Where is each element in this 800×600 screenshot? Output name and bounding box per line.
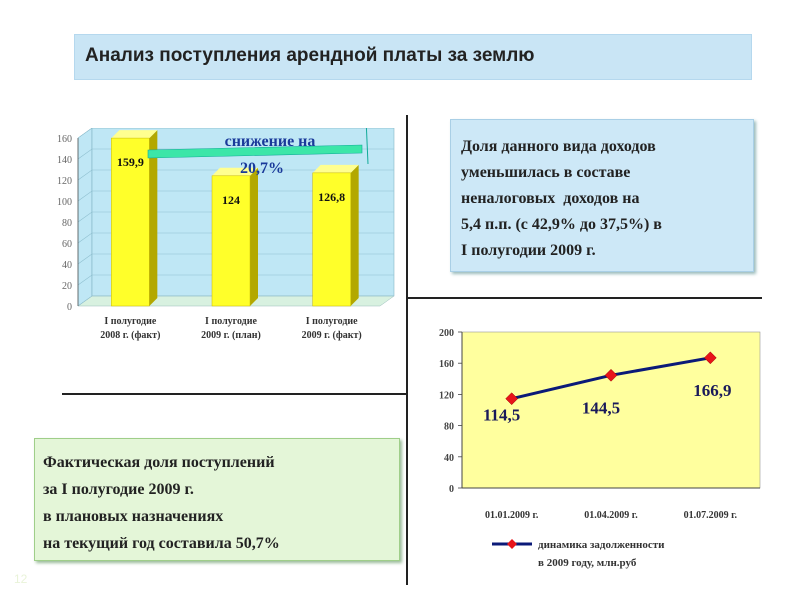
x-tick-label: 01.07.2009 г. — [684, 510, 738, 521]
gridline — [77, 128, 394, 139]
bar-top — [312, 164, 359, 173]
legend-marker — [507, 539, 517, 549]
y-tick-label: 160 — [439, 359, 454, 370]
page-title: Анализ поступления арендной платы за зем… — [85, 45, 535, 66]
y-tick-label: 40 — [62, 260, 72, 271]
annotation-line-2: 20,7% — [240, 160, 284, 177]
data-point — [604, 368, 618, 382]
divider-vertical — [406, 115, 408, 585]
y-tick-label: 100 — [57, 197, 72, 208]
y-tick-label: 140 — [57, 155, 72, 166]
info-box: Доля данного вида доходов уменьшилась в … — [450, 119, 754, 272]
gridline — [77, 190, 394, 202]
x-tick-label: I полугодие — [104, 316, 156, 327]
y-tick-label: 0 — [67, 302, 72, 313]
bar-side — [350, 164, 359, 306]
x-tick-label: 01.04.2009 г. — [584, 510, 638, 521]
info-text: Доля данного вида доходов уменьшилась в … — [461, 138, 662, 259]
annotation-line-1: снижение на — [225, 133, 316, 150]
y-tick-label: 80 — [62, 218, 72, 229]
gridline — [77, 232, 394, 244]
x-tick-label: 2008 г. (факт) — [100, 330, 160, 341]
data-label: 166,9 — [693, 381, 731, 400]
y-tick-label: 160 — [57, 134, 72, 145]
y-tick-label: 40 — [444, 453, 454, 464]
legend-label-1: динамика задолженности — [538, 539, 665, 551]
x-tick-label: 01.01.2009 г. — [485, 510, 539, 521]
legend-label-2: в 2009 году, млн.руб — [538, 557, 637, 569]
fact-text: Фактическая доля поступлений за I полуго… — [43, 454, 280, 552]
data-label: 144,5 — [582, 398, 620, 417]
slide-number: 12 — [14, 572, 28, 586]
gridline — [77, 274, 394, 286]
bar — [111, 137, 150, 307]
gridline — [77, 169, 394, 181]
gridline — [77, 211, 394, 223]
y-tick-label: 120 — [439, 390, 454, 401]
bar-data-label: 126,8 — [318, 190, 345, 204]
bar-data-label: 124 — [222, 193, 240, 207]
line-chart: 0 40 80 120 160 200 114,5 01.01.2009 г. 144,5 01.… — [439, 328, 761, 569]
data-label: 114,5 — [483, 406, 520, 425]
bar-top — [111, 130, 158, 139]
data-point — [505, 392, 519, 406]
y-tick-label: 200 — [439, 328, 454, 339]
x-tick-label: I полугодие — [205, 316, 257, 327]
x-tick-label: I полугодие — [306, 316, 358, 327]
data-point — [703, 351, 717, 365]
y-tick-label: 20 — [62, 281, 72, 292]
x-tick-label: 2009 г. (план) — [201, 330, 261, 341]
bar-side — [149, 130, 158, 306]
bar — [312, 172, 351, 307]
bar — [211, 175, 251, 307]
bar-side — [250, 167, 258, 306]
y-tick-label: 60 — [62, 239, 72, 250]
x-tick-label: 2009 г. (факт) — [302, 330, 362, 341]
divider-horizontal-right — [406, 297, 762, 299]
y-tick-label: 0 — [449, 484, 454, 495]
reduction-arrow-tip — [365, 128, 369, 165]
y-tick-label: 80 — [444, 422, 454, 433]
bar-data-label: 159,9 — [117, 155, 144, 169]
y-tick-label: 120 — [57, 176, 72, 187]
divider-horizontal-left — [62, 393, 408, 395]
fact-box: Фактическая доля поступлений за I полуго… — [34, 438, 400, 561]
bar-chart: 0 20 40 60 80 100 120 140 160 159,9 I полугодие 200… — [57, 128, 395, 341]
bar-top — [212, 167, 258, 176]
title-banner: Анализ поступления арендной платы за зем… — [74, 34, 752, 80]
gridline — [77, 295, 394, 307]
gridline — [77, 253, 394, 265]
reduction-arrow — [147, 144, 363, 159]
